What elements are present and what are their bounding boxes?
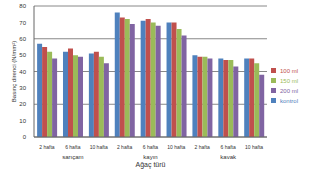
svg-text:kavak: kavak (220, 154, 237, 160)
svg-text:sarıçam: sarıçam (62, 154, 83, 160)
svg-text:2 hafta: 2 hafta (195, 144, 211, 150)
svg-text:60: 60 (19, 36, 26, 42)
svg-text:10 hafta: 10 hafta (245, 144, 263, 150)
html-text:kontrol: kontrol (280, 97, 298, 104)
svg-text:Ağaç türü: Ağaç türü (136, 161, 166, 169)
svg-text:30: 30 (19, 85, 26, 91)
svg-text:10 hafta: 10 hafta (167, 144, 185, 150)
html-text:100 ml: 100 ml (280, 67, 298, 74)
svg-text:0: 0 (23, 134, 27, 140)
svg-text:20: 20 (19, 101, 26, 107)
svg-text:kayın: kayın (143, 154, 157, 160)
svg-text:2 hafta: 2 hafta (39, 144, 55, 150)
svg-text:Basınç direnci (N/mm²): Basınç direnci (N/mm²) (11, 41, 17, 102)
svg-text:40: 40 (19, 69, 26, 75)
svg-text:10 hafta: 10 hafta (90, 144, 108, 150)
svg-text:6 hafta: 6 hafta (143, 144, 159, 150)
svg-text:80: 80 (19, 3, 26, 9)
html-text:150 ml: 150 ml (280, 77, 298, 84)
svg-text:6 hafta: 6 hafta (221, 144, 237, 150)
svg-text:70: 70 (19, 20, 26, 26)
svg-text:10: 10 (19, 118, 26, 124)
svg-text:6 hafta: 6 hafta (65, 144, 81, 150)
svg-text:50: 50 (19, 52, 26, 58)
svg-text:2 hafta: 2 hafta (117, 144, 133, 150)
html-text:200 ml: 200 ml (280, 87, 298, 94)
